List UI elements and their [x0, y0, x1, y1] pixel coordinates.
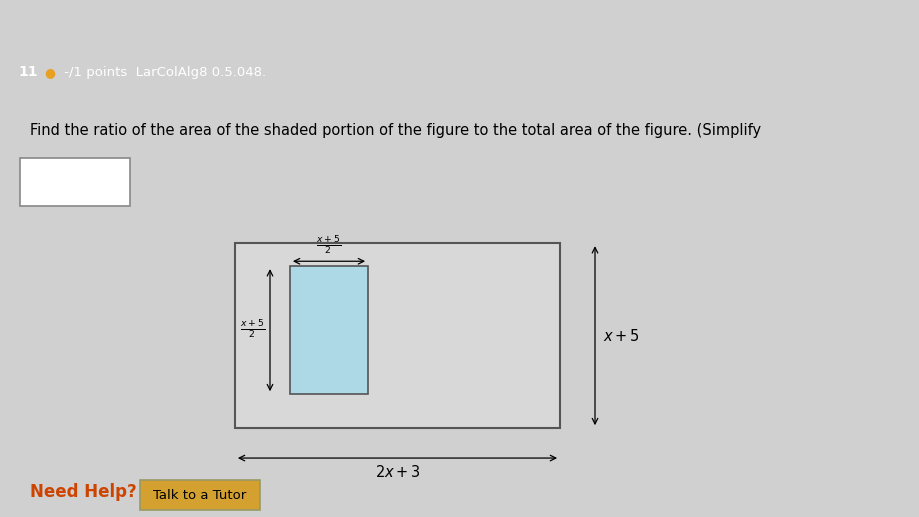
Bar — [289, 266, 368, 394]
Text: ●: ● — [44, 66, 55, 79]
Text: -/1 points  LarColAlg8 0.5.048.: -/1 points LarColAlg8 0.5.048. — [60, 66, 266, 79]
Text: Find the ratio of the area of the shaded portion of the figure to the total area: Find the ratio of the area of the shaded… — [30, 124, 760, 139]
Bar — [234, 244, 560, 428]
Text: 11: 11 — [18, 65, 38, 80]
Text: $\frac{x+5}{2}$: $\frac{x+5}{2}$ — [316, 235, 341, 257]
Bar — [20, 158, 130, 206]
Text: $x+5$: $x+5$ — [602, 328, 640, 344]
Text: Talk to a Tutor: Talk to a Tutor — [153, 489, 246, 501]
Text: Need Help?: Need Help? — [30, 483, 137, 501]
Text: $2x+3$: $2x+3$ — [374, 464, 420, 480]
Text: $\frac{x+5}{2}$: $\frac{x+5}{2}$ — [240, 319, 265, 341]
Bar — [140, 480, 260, 510]
